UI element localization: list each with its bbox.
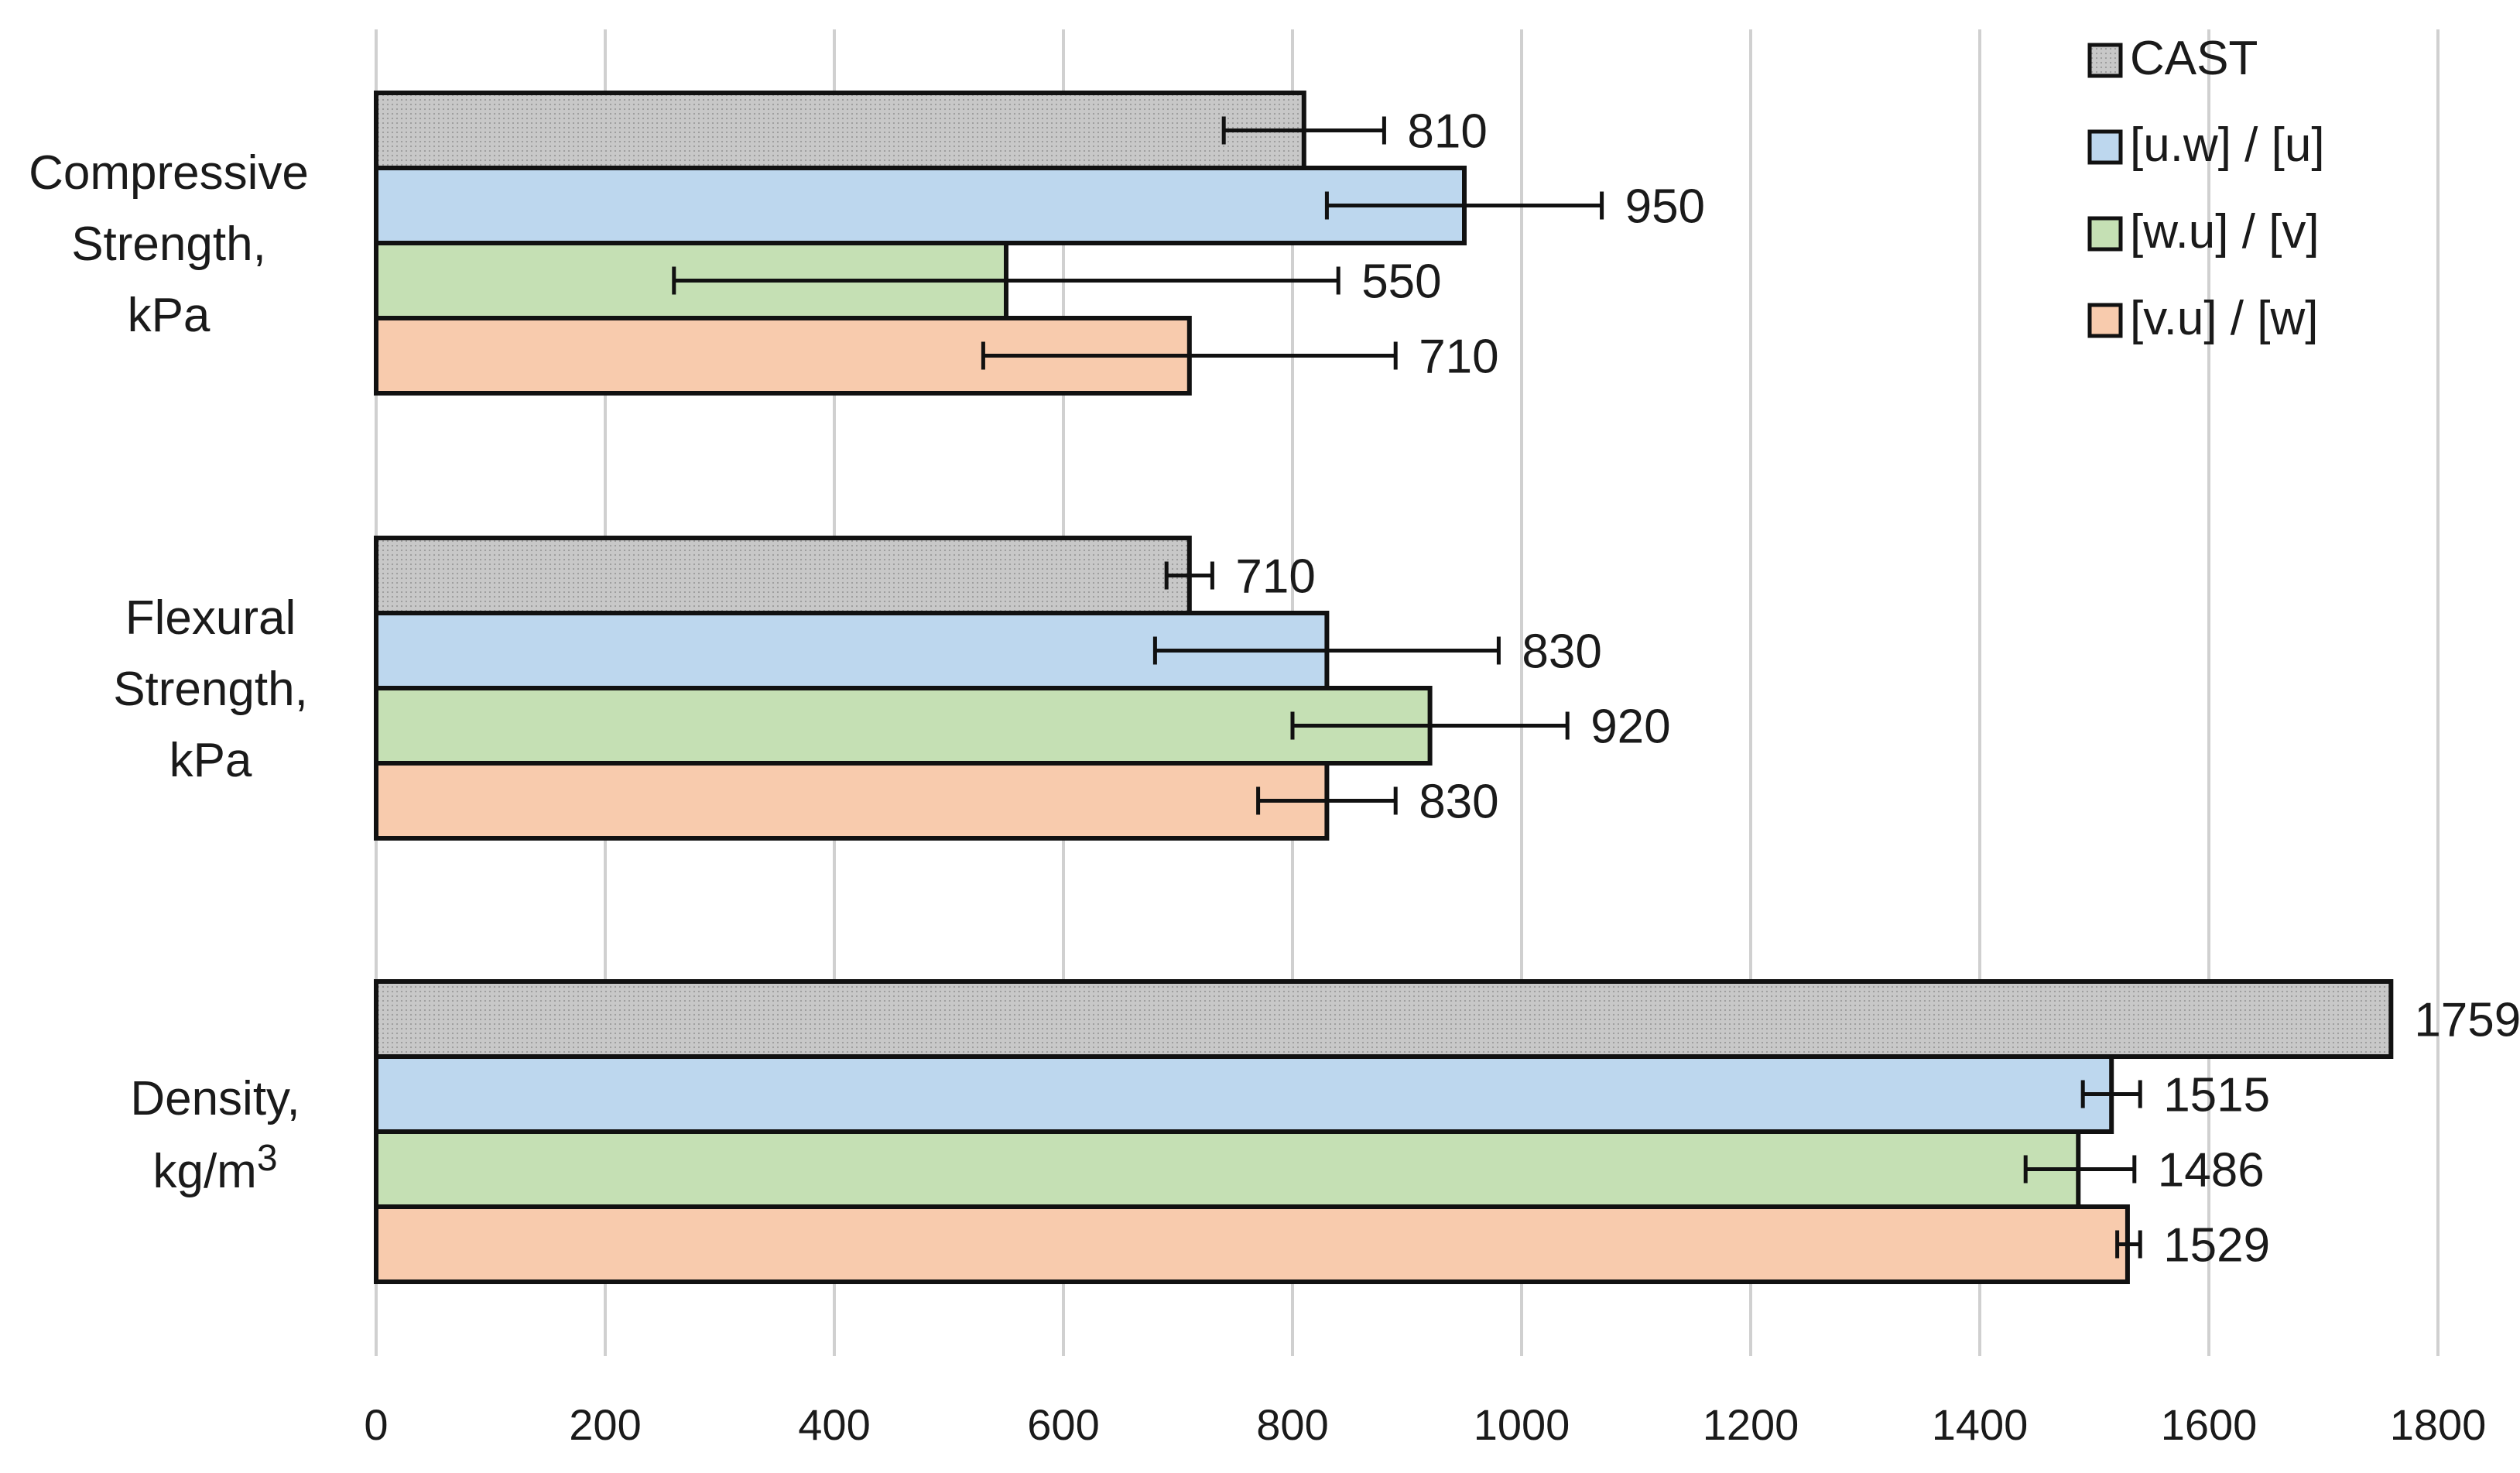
x-tick-label: 1000 (1474, 1400, 1570, 1449)
category-labels: Compressive Strength, kPa Flexural Strength,… (29, 146, 309, 1198)
category-label: Strength, (71, 218, 266, 271)
legend-swatch (2087, 216, 2123, 252)
data-label: 550 (1361, 255, 1441, 309)
category-label: kg/m3 (152, 1138, 277, 1198)
bar-0-1 (374, 536, 1192, 615)
bar-3-2 (374, 1204, 2130, 1284)
data-label: 1759 (2414, 994, 2520, 1047)
data-label: 830 (1522, 625, 1601, 679)
bar-3-1 (374, 761, 1330, 841)
data-label: 1486 (2158, 1144, 2265, 1197)
x-tick-label: 200 (569, 1400, 641, 1449)
data-labels: 810 710 1759 950 830 1515 550 920 1486 710 830 1529 (1235, 105, 2520, 1273)
x-tick-label: 0 (364, 1400, 388, 1449)
bar-1-0 (374, 166, 1467, 245)
bar-2-1 (374, 686, 1433, 766)
legend: CAST [u.w] / [u] [w.u] / [v] [v.u] / [w] (2087, 32, 2325, 345)
x-tick-label: 600 (1027, 1400, 1099, 1449)
bar-2-2 (374, 1129, 2081, 1209)
category-label: kPa (169, 734, 252, 787)
legend-label: CAST (2130, 32, 2258, 85)
x-tick-label: 400 (798, 1400, 870, 1449)
legend-swatch (2087, 129, 2123, 165)
category-label-unit: kg/m (152, 1145, 256, 1198)
data-label: 710 (1419, 331, 1498, 384)
data-label: 950 (1625, 180, 1705, 234)
x-tick-label: 800 (1256, 1400, 1328, 1449)
x-tick-label: 1600 (2161, 1400, 2258, 1449)
x-axis-ticks: 0 200 400 600 800 1000 1200 1400 1600 1800 (364, 1400, 2486, 1449)
data-label: 710 (1235, 550, 1315, 604)
data-label: 920 (1590, 701, 1670, 754)
category-label: Compressive (29, 146, 309, 200)
x-tick-label: 1200 (1703, 1400, 1799, 1449)
legend-label: [w.u] / [v] (2130, 205, 2320, 259)
error-bars (672, 116, 2142, 1259)
category-label-superscript: 3 (257, 1138, 278, 1179)
legend-swatch (2087, 303, 2123, 338)
bar-0-2 (374, 979, 2394, 1059)
category-label: Flexural (125, 591, 296, 645)
legend-swatch (2087, 43, 2123, 78)
category-label: kPa (128, 289, 211, 342)
category-label: Density, (130, 1072, 300, 1125)
legend-label: [v.u] / [w] (2130, 292, 2318, 345)
data-label: 810 (1407, 105, 1487, 159)
legend-label: [u.w] / [u] (2130, 118, 2325, 172)
data-label: 1515 (2163, 1069, 2270, 1122)
bar-1-2 (374, 1054, 2114, 1134)
data-label: 1529 (2163, 1219, 2270, 1273)
data-label: 830 (1419, 776, 1498, 829)
x-tick-label: 1400 (1932, 1400, 2029, 1449)
bars (374, 91, 2394, 1284)
x-tick-label: 1800 (2390, 1400, 2487, 1449)
bar-0-0 (374, 91, 1306, 170)
category-label: Strength, (113, 663, 308, 716)
